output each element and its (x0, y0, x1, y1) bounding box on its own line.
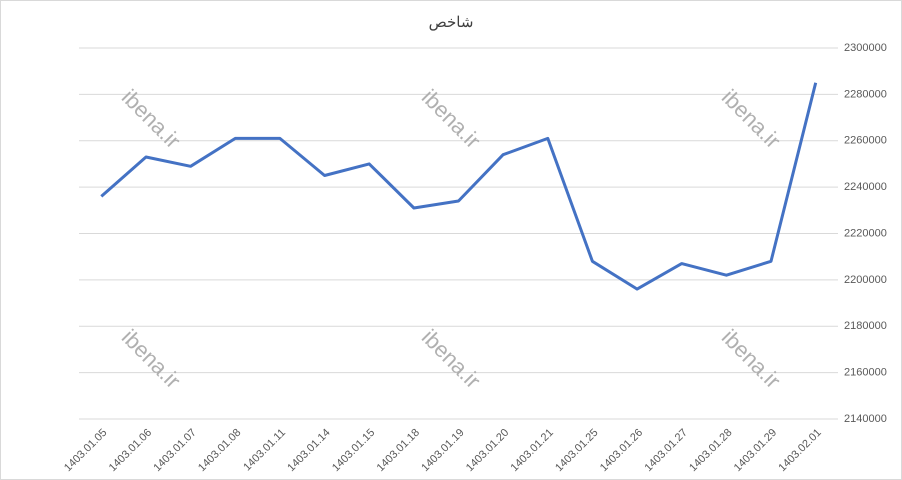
y-tick-label: 2200000 (844, 274, 887, 286)
line-series (100, 82, 818, 291)
y-tick-label: 2160000 (844, 367, 887, 379)
y-tick-label: 2240000 (844, 181, 887, 193)
y-tick-label: 2220000 (844, 227, 887, 239)
y-tick-label: 2300000 (844, 42, 887, 54)
y-tick-label: 2180000 (844, 320, 887, 332)
chart-title: شاخص (429, 14, 474, 31)
y-tick-label: 2140000 (844, 413, 887, 425)
y-tick-label: 2260000 (844, 135, 887, 147)
y-tick-label: 2280000 (844, 88, 887, 100)
